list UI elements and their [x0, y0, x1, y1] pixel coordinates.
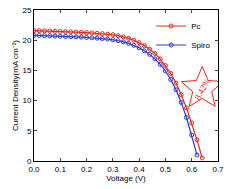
svg-text:Current Density(mA cm⁻²): Current Density(mA cm⁻²)	[11, 40, 20, 131]
svg-text:0.4: 0.4	[134, 165, 146, 174]
svg-text:0: 0	[27, 157, 32, 166]
svg-text:Voltage (V): Voltage (V)	[106, 174, 146, 183]
svg-text:5: 5	[27, 127, 32, 136]
svg-text:15: 15	[22, 66, 31, 75]
svg-text:10: 10	[22, 96, 31, 105]
svg-text:0.1: 0.1	[55, 165, 67, 174]
svg-text:Pc: Pc	[191, 22, 200, 31]
svg-text:0.5: 0.5	[160, 165, 172, 174]
svg-text:0.6: 0.6	[186, 165, 198, 174]
svg-text:Spiro: Spiro	[191, 41, 210, 50]
svg-text:25: 25	[22, 6, 31, 15]
svg-text:8.42%: 8.42%	[192, 76, 213, 102]
svg-text:0.7: 0.7	[212, 165, 224, 174]
svg-text:0.2: 0.2	[81, 165, 93, 174]
svg-text:0.0: 0.0	[28, 165, 40, 174]
svg-text:0.3: 0.3	[107, 165, 119, 174]
svg-text:20: 20	[22, 36, 31, 45]
